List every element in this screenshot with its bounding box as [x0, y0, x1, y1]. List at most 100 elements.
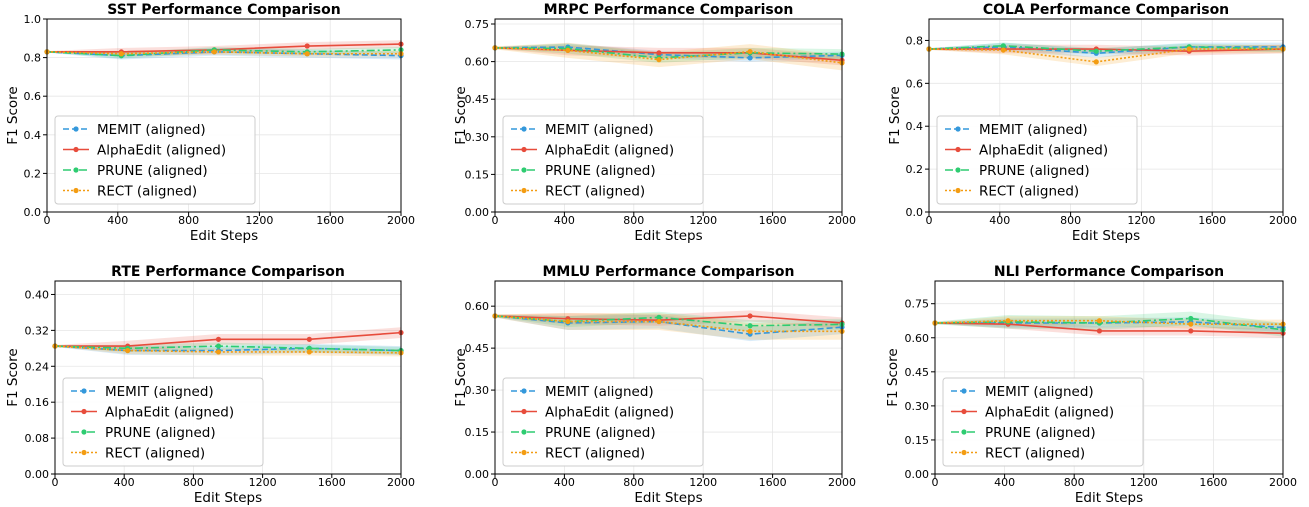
legend-entry: PRUNE (aligned) [97, 163, 208, 179]
x-axis-label: Edit Steps [190, 228, 258, 244]
x-tick-label: 1200 [689, 476, 717, 489]
legend-swatch-marker [521, 126, 527, 132]
data-point [656, 50, 662, 56]
legend-swatch-marker [961, 408, 967, 415]
confidence-band [55, 343, 401, 356]
y-tick-label: 0.30 [465, 131, 490, 144]
legend: MEMIT (aligned) AlphaEdit (aligned) PRUNE … [62, 377, 264, 467]
data-point [1093, 59, 1099, 65]
x-tick-label: 2000 [387, 476, 415, 489]
data-point [125, 347, 131, 354]
data-point [747, 313, 753, 319]
x-tick-label: 1600 [759, 214, 787, 227]
legend-box [502, 377, 704, 467]
legend: MEMIT (aligned) AlphaEdit (aligned) PRUNE … [936, 115, 1138, 205]
legend-entry: MEMIT (aligned) [545, 122, 654, 138]
x-axis-label: Edit Steps [1072, 228, 1140, 244]
data-point [1093, 48, 1099, 54]
legend: MEMIT (aligned) AlphaEdit (aligned) PRUNE … [54, 115, 256, 205]
data-point [306, 349, 312, 355]
legend-swatch-marker [961, 449, 967, 456]
x-tick-label: 400 [554, 476, 575, 489]
y-tick-label: 0.60 [465, 300, 490, 313]
x-tick-label: 800 [623, 214, 644, 227]
x-tick-label: 1600 [316, 214, 344, 227]
y-tick-label: 0.15 [465, 426, 490, 439]
legend-swatch-marker [73, 146, 79, 153]
confidence-band [935, 317, 1283, 333]
data-point [306, 345, 312, 351]
y-tick-label: 0.40 [25, 288, 50, 301]
y-tick-label: 0.15 [465, 168, 490, 181]
legend: MEMIT (aligned) AlphaEdit (aligned) PRUNE … [502, 377, 704, 467]
chart-title: MRPC Performance Comparison [544, 2, 794, 18]
x-tick-label: 0 [492, 476, 499, 489]
data-point [211, 49, 217, 55]
x-axis-label: Edit Steps [1075, 490, 1143, 506]
legend-box [502, 115, 704, 205]
plot-frame [928, 18, 1284, 213]
legend-entry: AlphaEdit (aligned) [105, 405, 234, 421]
legend-swatch-marker [73, 167, 79, 173]
y-tick-label: 0.2 [906, 163, 924, 176]
legend: MEMIT (aligned) AlphaEdit (aligned) PRUNE … [502, 115, 704, 205]
legend-swatch-marker [521, 449, 527, 456]
legend-entry: PRUNE (aligned) [545, 425, 656, 441]
legend-entry: RECT (aligned) [97, 184, 197, 200]
x-tick-label: 800 [1064, 476, 1085, 489]
legend-entry: AlphaEdit (aligned) [97, 143, 226, 159]
legend-swatch-marker [521, 408, 527, 415]
data-point [656, 314, 662, 320]
legend-swatch-marker [521, 429, 527, 435]
chart-panel-4: 0 400 800 1200 1600 2000 0.00 0.15 0.30 0.45 0.60 M… [453, 264, 856, 506]
legend-entry: MEMIT (aligned) [979, 122, 1088, 138]
legend-box [54, 115, 256, 205]
x-tick-label: 400 [994, 476, 1015, 489]
legend-swatch-marker [955, 146, 961, 153]
legend-swatch-marker [73, 187, 79, 194]
data-point [747, 48, 753, 55]
legend-swatch-marker [73, 126, 79, 132]
data-point [1188, 321, 1194, 327]
series-line [46, 51, 401, 55]
data-point [1186, 46, 1192, 52]
x-axis-label: Edit Steps [634, 228, 702, 244]
plot-frame [494, 18, 843, 213]
y-axis-label: F1 Score [5, 86, 21, 144]
legend-entry: MEMIT (aligned) [545, 384, 654, 400]
x-tick-label: 1600 [759, 476, 787, 489]
y-tick-label: 0.2 [24, 167, 42, 180]
x-tick-label: 2000 [1269, 214, 1297, 227]
x-tick-label: 400 [114, 476, 135, 489]
data-point [565, 47, 571, 53]
legend-swatch-marker [81, 429, 87, 435]
chart-title: MMLU Performance Comparison [542, 264, 794, 280]
x-tick-label: 1600 [1199, 476, 1227, 489]
data-point [656, 57, 662, 63]
x-tick-label: 0 [932, 476, 939, 489]
x-tick-label: 1200 [1130, 476, 1158, 489]
x-tick-label: 0 [44, 214, 51, 227]
series-line [54, 345, 402, 354]
plot-frame [494, 280, 843, 475]
legend-entry: RECT (aligned) [985, 446, 1085, 462]
data-point [215, 349, 222, 355]
legend-entry: MEMIT (aligned) [105, 384, 214, 400]
x-tick-label: 1600 [1198, 214, 1226, 227]
legend-entry: PRUNE (aligned) [545, 163, 656, 179]
legend-swatch-marker [521, 146, 527, 153]
legend-entry: PRUNE (aligned) [979, 163, 1090, 179]
legend: MEMIT (aligned) AlphaEdit (aligned) PRUNE … [942, 377, 1144, 467]
legend-entry: RECT (aligned) [979, 184, 1079, 200]
y-tick-label: 0.45 [905, 366, 930, 379]
y-tick-label: 0.32 [25, 324, 50, 337]
data-point [1005, 318, 1011, 324]
legend-box [62, 377, 264, 467]
y-tick-label: 0.00 [25, 468, 50, 481]
data-point [1188, 315, 1194, 322]
y-axis-label: F1 Score [887, 86, 903, 144]
data-point [1000, 43, 1006, 49]
chart-title: SST Performance Comparison [107, 2, 340, 18]
y-axis-label: F1 Score [885, 348, 901, 406]
x-tick-label: 2000 [828, 476, 856, 489]
